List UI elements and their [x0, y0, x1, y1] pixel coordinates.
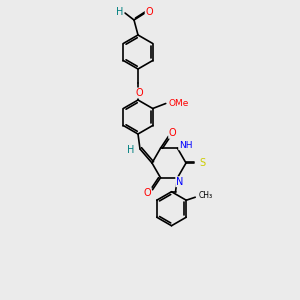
Text: O: O	[145, 7, 153, 17]
Text: N: N	[176, 177, 183, 187]
Text: H: H	[127, 145, 135, 155]
Text: O: O	[169, 128, 176, 138]
Text: O: O	[144, 188, 151, 198]
Text: OMe: OMe	[169, 99, 189, 108]
Text: CH₃: CH₃	[198, 191, 212, 200]
Text: O: O	[135, 88, 143, 98]
Text: S: S	[199, 158, 205, 168]
Text: H: H	[116, 7, 124, 17]
Text: NH: NH	[179, 141, 192, 150]
